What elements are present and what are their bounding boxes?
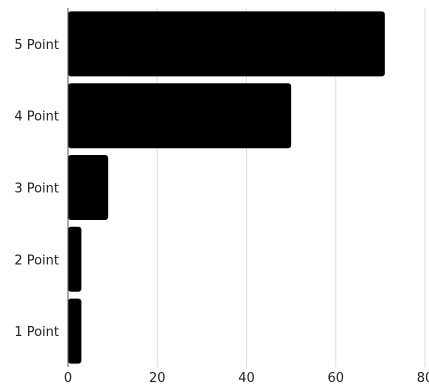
category-label: 1 Point (14, 325, 59, 340)
category-label: 2 Point (14, 253, 59, 268)
bars (68, 11, 385, 364)
bar-1-point (68, 298, 82, 364)
bar-5-point (68, 11, 385, 77)
bar-2-point (68, 226, 82, 292)
x-tick-labels: 0 20 40 60 80 (64, 371, 429, 385)
x-tick-label: 80 (417, 371, 429, 385)
x-tick-label: 60 (327, 371, 344, 385)
bar-3-point (68, 155, 109, 220)
x-tick-label: 0 (64, 371, 72, 385)
x-tick-label: 20 (149, 371, 166, 385)
x-tick-label: 40 (238, 371, 255, 385)
category-labels: 5 Point 4 Point 3 Point 2 Point 1 Point (14, 38, 59, 340)
bar-4-point (68, 83, 292, 149)
category-label: 5 Point (14, 38, 59, 53)
category-label: 3 Point (14, 182, 59, 197)
category-label: 4 Point (14, 110, 59, 125)
